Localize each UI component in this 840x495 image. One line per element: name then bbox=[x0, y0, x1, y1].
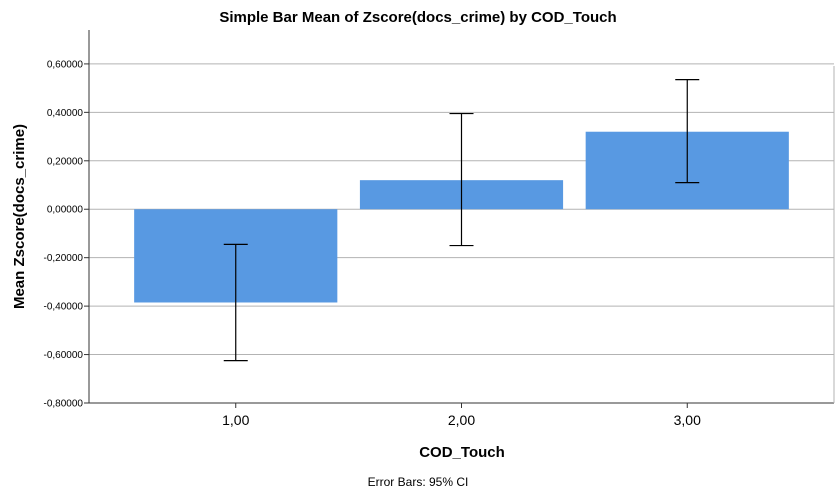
y-tick-label: -0,60000 bbox=[44, 350, 84, 361]
x-tick-label: 1,00 bbox=[222, 412, 249, 428]
x-tick-label: 2,00 bbox=[448, 412, 475, 428]
y-tick-label: -0,80000 bbox=[44, 399, 84, 410]
y-axis-ticks: -0,80000 -0,60000 -0,40000 -0,20000 0,00000 0… bbox=[44, 59, 89, 410]
y-tick-label: 0,40000 bbox=[47, 108, 84, 119]
x-axis-ticks: 1,00 2,00 3,00 bbox=[222, 403, 701, 428]
y-axis-title: Mean Zscore(docs_crime) bbox=[11, 124, 28, 309]
chart-title: Simple Bar Mean of Zscore(docs_crime) by… bbox=[219, 9, 616, 26]
y-tick-label: -0,20000 bbox=[44, 253, 84, 264]
y-tick-label: -0,40000 bbox=[44, 302, 84, 313]
error-bars bbox=[223, 79, 700, 362]
y-tick-label: 0,60000 bbox=[47, 59, 84, 70]
x-tick-label: 3,00 bbox=[674, 412, 701, 428]
error-bars-note: Error Bars: 95% CI bbox=[368, 475, 469, 489]
y-tick-label: 0,00000 bbox=[47, 205, 84, 216]
x-axis-title: COD_Touch bbox=[419, 444, 505, 461]
y-tick-label: 0,20000 bbox=[47, 156, 84, 167]
